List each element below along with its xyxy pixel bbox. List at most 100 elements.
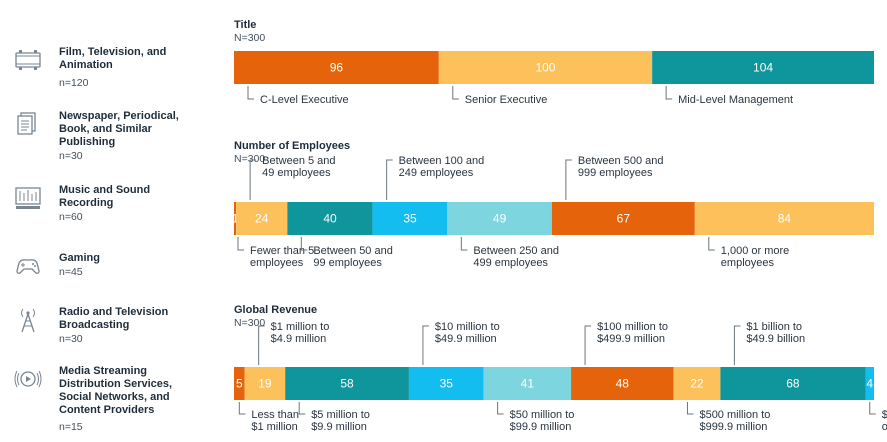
- bar-value-label: 84: [778, 212, 792, 226]
- broadcast-tower-icon: [14, 306, 42, 334]
- category-annotation: $50 million to$99.9 million: [497, 402, 575, 433]
- category-annotation: Senior Executive: [452, 86, 548, 106]
- bar-value-label: 96: [330, 61, 344, 75]
- category-label: 499 employees: [473, 257, 548, 269]
- chart-sample-size: N=300: [234, 32, 266, 44]
- bar-value-label: 1: [232, 212, 239, 226]
- bar-value-label: 5: [236, 377, 243, 391]
- bar-value-label: 68: [786, 377, 800, 391]
- category-annotation: $1 million to$4.9 million: [258, 321, 330, 365]
- category-label: Between 50 and: [313, 245, 393, 257]
- industry-sidebar: Film, Television, and Animation n=120 Ne…: [0, 0, 215, 442]
- industry-count: n=30: [59, 150, 83, 162]
- category-label: $49.9 million: [435, 333, 497, 345]
- category-label: $50 million to: [510, 409, 575, 421]
- bar-value-label: 40: [323, 212, 337, 226]
- category-annotation: $50 billionor more: [869, 402, 887, 433]
- document-icon: [14, 110, 42, 138]
- bar-segment: [720, 367, 866, 400]
- chart-sample-size: N=300: [234, 153, 266, 165]
- industry-name: Newspaper, Periodical, Book, and Similar…: [59, 110, 179, 148]
- category-label: Less than: [251, 409, 299, 421]
- category-annotation: $100 million to$499.9 million: [584, 321, 668, 365]
- bar-segment: [285, 367, 409, 400]
- industry-name: Radio and Television Broadcasting: [59, 306, 169, 331]
- industry-name: Music and Sound Recording: [59, 184, 151, 209]
- chart-sample-size: N=300: [234, 317, 266, 329]
- bar-segment: [447, 202, 552, 235]
- category-label: $49.9 billion: [746, 333, 805, 345]
- category-label: Fewer than 5: [250, 245, 314, 257]
- chart-title-level: Title N=300 96 C-Level Executive 100 Senior…: [234, 19, 874, 119]
- category-annotation: Less than$1 million: [238, 402, 299, 433]
- stacked-bar-revenue: 5 Less than$1 million 19 $1 million to$4.9 …: [234, 321, 887, 433]
- category-annotation: $1 billion to$49.9 billion: [733, 321, 805, 365]
- category-label: Mid-Level Management: [678, 94, 793, 106]
- film-reel-icon: [14, 46, 42, 74]
- category-label: $1 billion to: [746, 321, 802, 333]
- bar-segment: [694, 202, 874, 235]
- chart-heading: Title: [234, 19, 257, 31]
- bar-segment: [234, 51, 439, 84]
- category-label: $500 million to: [699, 409, 770, 421]
- bar-segment: [865, 367, 874, 400]
- bar-value-label: 4: [866, 377, 873, 391]
- bar-value-label: 35: [440, 377, 454, 391]
- bar-value-label: 24: [255, 212, 269, 226]
- category-label: $1 million to: [271, 321, 330, 333]
- bar-value-label: 35: [403, 212, 417, 226]
- category-annotation: Mid-Level Management: [665, 86, 793, 106]
- category-label: $499.9 million: [597, 333, 665, 345]
- bar-value-label: 104: [753, 61, 773, 75]
- category-label: Between 250 and: [473, 245, 559, 257]
- category-label: $99.9 million: [510, 421, 572, 433]
- bar-value-label: 19: [258, 377, 272, 391]
- bar-value-label: 100: [535, 61, 555, 75]
- bar-value-label: 22: [690, 377, 704, 391]
- category-annotation: $10 million to$49.9 million: [422, 321, 500, 365]
- bar-segment: [652, 51, 874, 84]
- bar-value-label: 58: [340, 377, 354, 391]
- chart-global-revenue: Global Revenue N=300 5 Less than $1 millio…: [234, 304, 887, 442]
- category-label: Senior Executive: [465, 94, 548, 106]
- bar-segment: [571, 367, 674, 400]
- category-label: $9.9 million: [311, 421, 367, 433]
- category-label: $5 million to: [311, 409, 370, 421]
- category-annotation: $5 million to$9.9 million: [298, 402, 370, 433]
- category-label: or more: [882, 421, 887, 433]
- gamepad-icon: [14, 252, 42, 280]
- bar-value-label: 67: [617, 212, 631, 226]
- industry-count: n=45: [59, 266, 83, 278]
- streaming-play-icon: [14, 365, 42, 393]
- category-label: 249 employees: [399, 167, 474, 179]
- category-label: Between 5 and: [262, 155, 335, 167]
- chart-heading: Number of Employees: [234, 140, 351, 152]
- chart-heading: Global Revenue: [234, 304, 318, 316]
- mixing-console-icon: [14, 184, 42, 212]
- category-label: $4.9 million: [271, 333, 327, 345]
- industry-count: n=15: [59, 421, 83, 433]
- industry-count: n=30: [59, 333, 83, 345]
- stacked-bar-title: 96 C-Level Executive 100 Senior Executive 10…: [234, 51, 874, 106]
- bar-value-label: 48: [616, 377, 630, 391]
- bar-segment: [236, 202, 288, 235]
- bar-value-label: 49: [493, 212, 507, 226]
- bar-segment: [438, 51, 653, 84]
- bar-segment: [673, 367, 721, 400]
- category-label: 999 employees: [578, 167, 653, 179]
- category-label: $1 million: [251, 421, 297, 433]
- bar-segment: [551, 202, 695, 235]
- category-label: $999.9 million: [699, 421, 767, 433]
- bar-segment: [287, 202, 373, 235]
- category-label: $10 million to: [435, 321, 500, 333]
- industry-name: Media Streaming Distribution Services, S…: [59, 365, 173, 416]
- bar-segment: [372, 202, 448, 235]
